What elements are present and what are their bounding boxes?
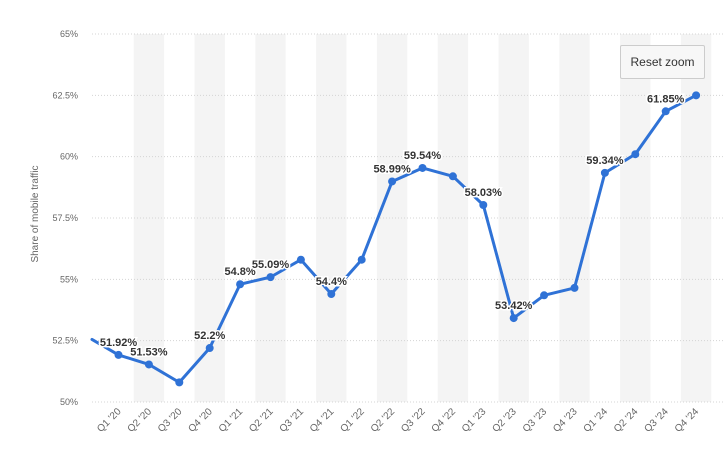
x-tick-label: Q1 '22 (338, 406, 367, 435)
reset-zoom-button[interactable]: Reset zoom (620, 45, 705, 79)
data-point (692, 91, 701, 100)
data-label: 51.92% (100, 337, 138, 349)
x-tick-label: Q1 '21 (217, 406, 246, 435)
x-tick-label: Q2 '21 (247, 406, 276, 435)
y-tick-label: 52.5% (52, 336, 78, 346)
gridlines (92, 33, 725, 403)
y-tick-label: 60% (60, 152, 78, 162)
x-tick-label: Q1 '24 (582, 406, 611, 435)
data-label: 55.09% (252, 259, 290, 271)
data-point (448, 172, 457, 181)
data-point (540, 291, 549, 300)
x-tick-label: Q2 '20 (126, 406, 155, 435)
data-point (661, 107, 670, 116)
data-point (205, 344, 214, 353)
data-label: 51.53% (130, 346, 168, 358)
x-tick-label: Q3 '22 (399, 406, 428, 435)
data-point (266, 273, 275, 282)
data-point (631, 150, 640, 159)
data-label: 52.2% (194, 330, 225, 342)
data-label: 58.99% (373, 163, 411, 175)
y-tick-label: 62.5% (52, 90, 78, 100)
data-point (175, 378, 184, 387)
x-tick-label: Q2 '22 (369, 406, 398, 435)
column-band (133, 34, 165, 402)
y-tick-label: 55% (60, 274, 78, 284)
x-tick-label: Q4 '21 (308, 406, 337, 435)
y-tick-label: 65% (60, 29, 78, 39)
data-label: 59.54% (404, 150, 442, 162)
data-point (357, 255, 366, 264)
data-point (236, 280, 245, 289)
x-tick-label: Q3 '24 (642, 406, 671, 435)
y-tick-label: 50% (60, 397, 78, 407)
data-label: 58.03% (465, 187, 503, 199)
data-labels: 51.92%51.53%52.2%54.8%55.09%54.4%58.99%5… (98, 92, 686, 360)
x-tick-label: Q2 '23 (490, 406, 519, 435)
data-label: 59.34% (586, 155, 624, 167)
data-label: 53.42% (495, 300, 533, 312)
x-tick-label: Q4 '24 (673, 406, 702, 435)
x-tick-label: Q3 '21 (278, 406, 307, 435)
x-tick-label: Q3 '20 (156, 406, 185, 435)
column-band (680, 34, 712, 402)
data-point (600, 168, 609, 177)
data-point (509, 314, 518, 323)
data-label: 54.8% (224, 266, 255, 278)
data-point (144, 360, 153, 369)
x-axis-ticks: Q1 '20 Q2 '20 Q3 '20 Q4 '20 Q1 '21 Q2 '21 Q3 '… (95, 406, 701, 435)
x-tick-label: Q4 '23 (551, 406, 580, 435)
data-point (296, 255, 305, 264)
x-tick-label: Q1 '20 (95, 406, 124, 435)
x-tick-label: Q3 '23 (521, 406, 550, 435)
data-point (327, 290, 336, 299)
series-mobile-share (90, 91, 701, 387)
y-tick-label: 57.5% (52, 213, 78, 223)
x-tick-label: Q2 '24 (612, 406, 641, 435)
data-point (479, 200, 488, 209)
data-point (114, 350, 123, 359)
data-label: 54.4% (316, 276, 347, 288)
data-point (418, 163, 427, 172)
y-axis-ticks: 50% 52.5% 55% 57.5% 60% 62.5% 65% (52, 29, 78, 407)
y-axis-title: Share of mobile traffic (30, 165, 41, 262)
data-label: 61.85% (647, 93, 685, 105)
data-point (388, 177, 397, 186)
x-tick-label: Q4 '22 (430, 406, 459, 435)
data-point (570, 283, 579, 292)
x-tick-label: Q4 '20 (186, 406, 215, 435)
x-tick-label: Q1 '23 (460, 406, 489, 435)
